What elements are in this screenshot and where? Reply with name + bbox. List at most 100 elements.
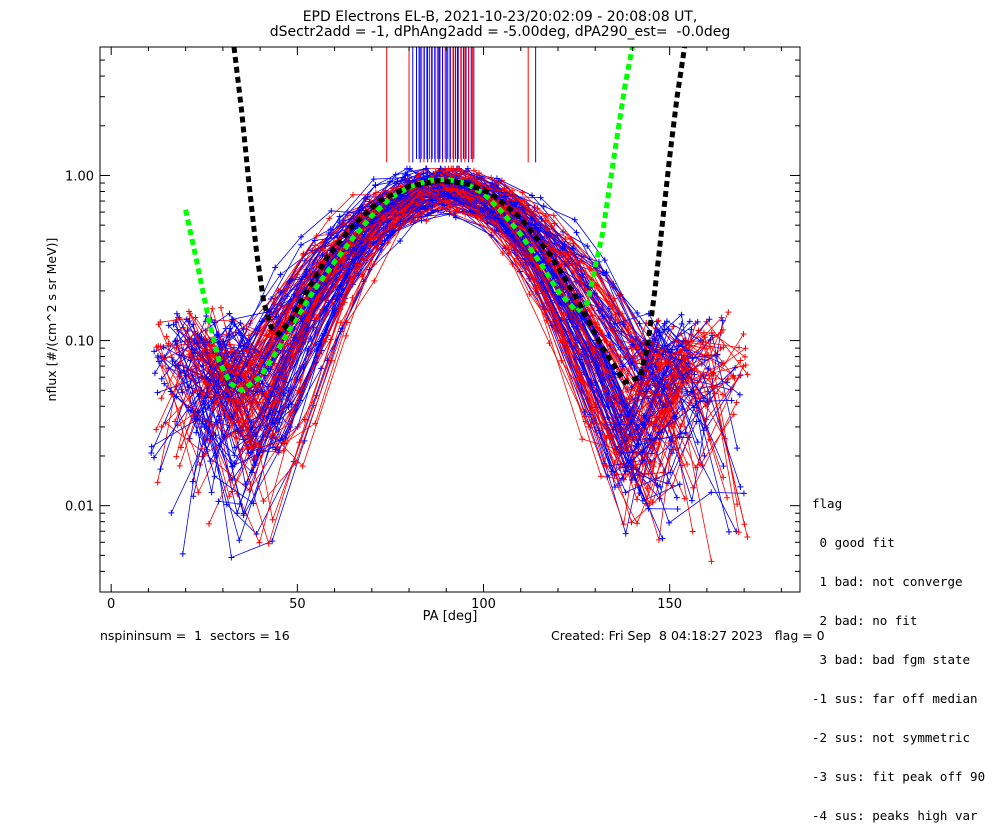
plus-marker (521, 198, 528, 205)
plus-marker (619, 367, 626, 374)
plus-marker (660, 372, 667, 379)
plus-marker (205, 340, 212, 347)
plus-marker (550, 212, 557, 219)
plus-marker (540, 203, 547, 210)
plus-marker (692, 320, 699, 327)
plus-marker (467, 208, 474, 215)
plus-marker (685, 360, 692, 367)
plus-marker (205, 520, 212, 527)
y-tick-label: 1.00 (65, 169, 94, 184)
plus-marker (720, 474, 727, 481)
plus-marker (737, 357, 744, 364)
legend-item: -4 sus: peaks high var (812, 808, 978, 823)
plus-marker (591, 345, 598, 352)
plus-marker (404, 171, 411, 178)
plus-marker (235, 419, 242, 426)
plus-marker (155, 358, 162, 365)
spectrum-trace (172, 193, 684, 392)
plus-marker (519, 189, 526, 196)
plus-marker (737, 483, 744, 490)
plus-marker (267, 366, 274, 373)
plus-marker (603, 435, 610, 442)
plus-marker (218, 350, 225, 357)
x-tick-label: 100 (471, 597, 496, 612)
plus-marker (158, 375, 165, 382)
plus-marker (635, 441, 642, 448)
plus-marker (350, 191, 357, 198)
plus-marker (618, 328, 625, 335)
plus-marker (554, 232, 561, 239)
plus-marker (199, 420, 206, 427)
plus-marker (234, 510, 241, 517)
spectrum-trace (220, 187, 740, 446)
plus-marker (384, 239, 391, 246)
plus-marker (731, 375, 738, 382)
plus-marker (237, 320, 244, 327)
plus-marker (168, 391, 175, 398)
plus-marker (157, 319, 164, 326)
plus-marker (286, 420, 293, 427)
plus-marker (466, 195, 473, 202)
plus-marker (634, 481, 641, 488)
spike-lines (386, 47, 537, 163)
plus-marker (718, 329, 725, 336)
plus-marker (736, 391, 743, 398)
plus-marker (265, 540, 272, 547)
plus-marker (264, 351, 271, 358)
plus-marker (560, 311, 567, 318)
plus-marker (724, 375, 731, 382)
plus-marker (528, 214, 535, 221)
plus-marker (625, 326, 632, 333)
plus-marker (488, 174, 495, 181)
plus-marker (312, 242, 319, 249)
plus-marker (708, 329, 715, 336)
plus-marker (579, 436, 586, 443)
plus-marker (361, 231, 368, 238)
plus-marker (256, 539, 263, 546)
plus-marker (702, 345, 709, 352)
plus-marker (605, 305, 612, 312)
plus-marker (689, 528, 696, 535)
plus-marker (157, 466, 164, 473)
plus-marker (240, 512, 247, 519)
plus-marker (165, 340, 172, 347)
plus-marker (502, 193, 509, 200)
legend-item: 2 bad: no fit (812, 613, 918, 628)
plus-marker (178, 386, 185, 393)
plus-marker (676, 349, 683, 356)
plus-marker (526, 291, 533, 298)
plus-marker (169, 358, 176, 365)
plus-marker (269, 516, 276, 523)
plus-marker (390, 184, 397, 191)
plus-marker (210, 361, 217, 368)
plus-marker (622, 489, 629, 496)
plus-marker (476, 174, 483, 181)
footer-created: Created: Fri Sep 8 04:18:27 2023 flag = … (551, 628, 825, 643)
plus-marker (690, 484, 697, 491)
plus-marker (402, 177, 409, 184)
plus-marker (538, 215, 545, 222)
plus-marker (693, 418, 700, 425)
plus-marker (501, 205, 508, 212)
plus-marker (209, 305, 216, 312)
plus-marker (358, 207, 365, 214)
plus-marker (655, 536, 662, 543)
plus-marker (611, 371, 618, 378)
plus-marker (231, 321, 238, 328)
plus-marker (215, 498, 222, 505)
plus-marker (728, 397, 735, 404)
fit-curves (183, 47, 688, 394)
plus-marker (558, 357, 565, 364)
plus-marker (464, 165, 471, 172)
plus-marker (319, 252, 326, 259)
plus-marker (508, 240, 515, 247)
plus-marker (275, 398, 282, 405)
plus-marker (208, 489, 215, 496)
plus-marker (694, 439, 701, 446)
plus-marker (244, 393, 251, 400)
plus-marker (707, 336, 714, 343)
plus-marker (380, 216, 387, 223)
plus-marker (247, 359, 254, 366)
plus-marker (636, 320, 643, 327)
plus-marker (622, 464, 629, 471)
